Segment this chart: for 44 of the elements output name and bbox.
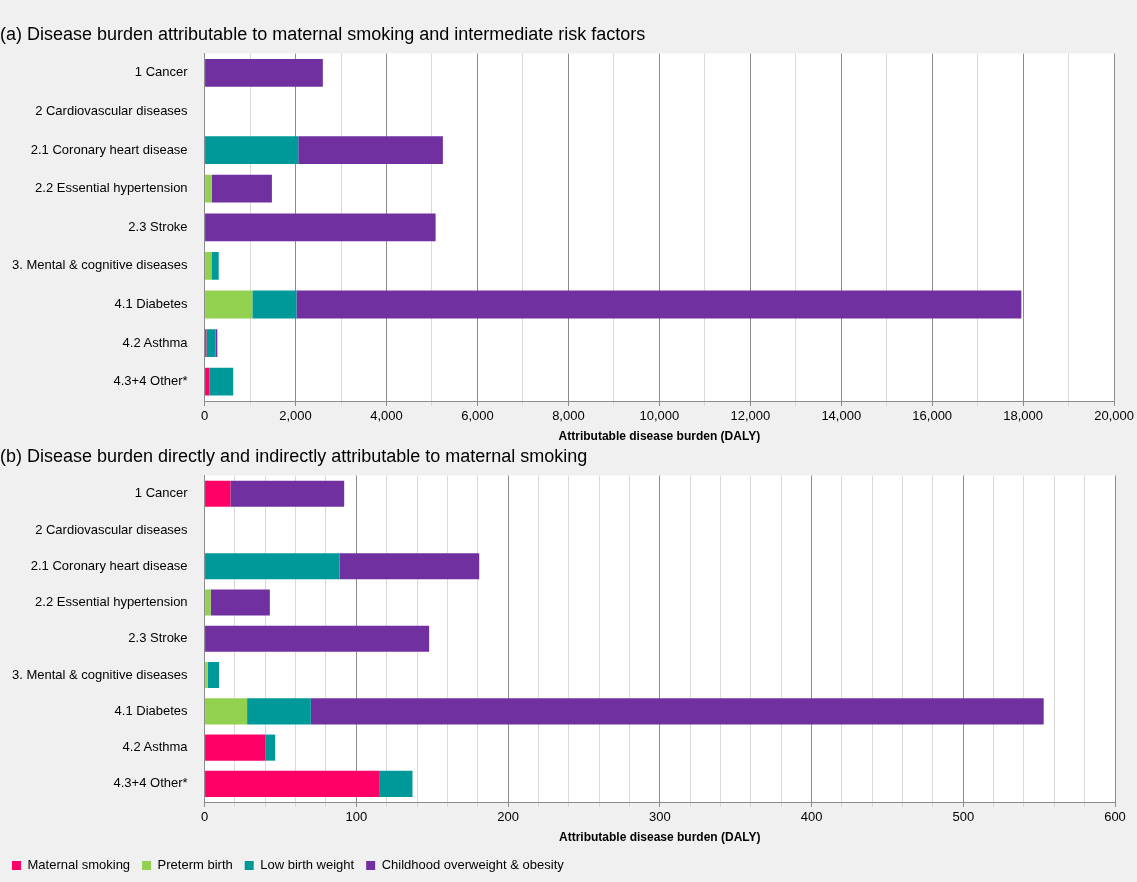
x-tick-label: 600 bbox=[1104, 809, 1126, 825]
x-axis-title: Attributable disease burden (DALY) bbox=[558, 429, 761, 444]
x-tick-label: 0 bbox=[200, 809, 209, 825]
legend-label: Maternal smoking bbox=[27, 857, 131, 873]
y-tick-label: 4.1 Diabetes bbox=[114, 296, 189, 312]
x-tick-label: 2,000 bbox=[279, 408, 312, 424]
chart-title: (a) Disease burden attributable to maternal smoking and intermediate risk factors bbox=[0, 23, 646, 44]
y-tick-label: 4.1 Diabetes bbox=[114, 702, 189, 718]
y-tick-label: 3. Mental & cognitive diseases bbox=[11, 257, 189, 273]
y-tick-label: 4.3+4 Other* bbox=[113, 373, 188, 389]
x-tick-label: 400 bbox=[800, 809, 823, 825]
x-tick-label: 100 bbox=[345, 809, 368, 825]
x-tick-label: 14,000 bbox=[821, 408, 862, 424]
y-tick-label: 2 Cardiovascular diseases bbox=[35, 103, 189, 119]
y-tick-label: 4.2 Asthma bbox=[122, 334, 189, 350]
legend-label: Low birth weight bbox=[260, 857, 355, 873]
chart-title: (b) Disease burden directly and indirectly attributable to maternal smoking bbox=[0, 445, 588, 466]
x-tick-label: 4,000 bbox=[370, 408, 403, 424]
x-tick-label: 16,000 bbox=[912, 408, 953, 424]
y-tick-label: 2 Cardiovascular diseases bbox=[35, 521, 189, 537]
x-tick-label: 200 bbox=[497, 809, 519, 825]
x-tick-label: 20,000 bbox=[1094, 408, 1134, 424]
x-tick-label: 8,000 bbox=[552, 408, 585, 424]
y-tick-label: 1 Cancer bbox=[134, 64, 189, 80]
y-tick-label: 2.2 Essential hypertension bbox=[35, 594, 188, 610]
y-tick-label: 2.2 Essential hypertension bbox=[35, 180, 188, 196]
y-tick-label: 2.1 Coronary heart disease bbox=[30, 557, 188, 573]
x-axis-title: Attributable disease burden (DALY) bbox=[559, 830, 761, 845]
y-tick-label: 2.3 Stroke bbox=[128, 218, 188, 234]
x-tick-label: 10,000 bbox=[639, 408, 680, 424]
legend-label: Preterm birth bbox=[157, 857, 233, 873]
x-tick-label: 300 bbox=[648, 809, 671, 825]
legend-label: Childhood overweight & obesity bbox=[381, 857, 565, 873]
y-tick-label: 2.1 Coronary heart disease bbox=[30, 141, 188, 157]
x-tick-label: 18,000 bbox=[1003, 408, 1044, 424]
y-tick-label: 4.3+4 Other* bbox=[113, 775, 188, 791]
y-tick-label: 1 Cancer bbox=[134, 485, 189, 501]
y-tick-label: 3. Mental & cognitive diseases bbox=[11, 666, 189, 682]
x-tick-label: 500 bbox=[952, 809, 975, 825]
y-tick-label: 4.2 Asthma bbox=[122, 739, 189, 755]
x-tick-label: 0 bbox=[200, 408, 209, 424]
y-tick-label: 2.3 Stroke bbox=[128, 630, 188, 646]
x-tick-label: 12,000 bbox=[730, 408, 771, 424]
x-tick-label: 6,000 bbox=[461, 408, 494, 424]
